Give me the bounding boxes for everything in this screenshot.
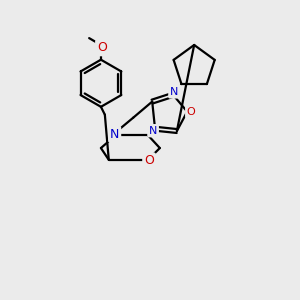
- Text: O: O: [144, 154, 154, 167]
- Text: N: N: [110, 128, 119, 141]
- Text: N: N: [170, 87, 178, 97]
- Text: N: N: [149, 126, 157, 136]
- Text: O: O: [97, 41, 107, 54]
- Text: O: O: [187, 106, 196, 117]
